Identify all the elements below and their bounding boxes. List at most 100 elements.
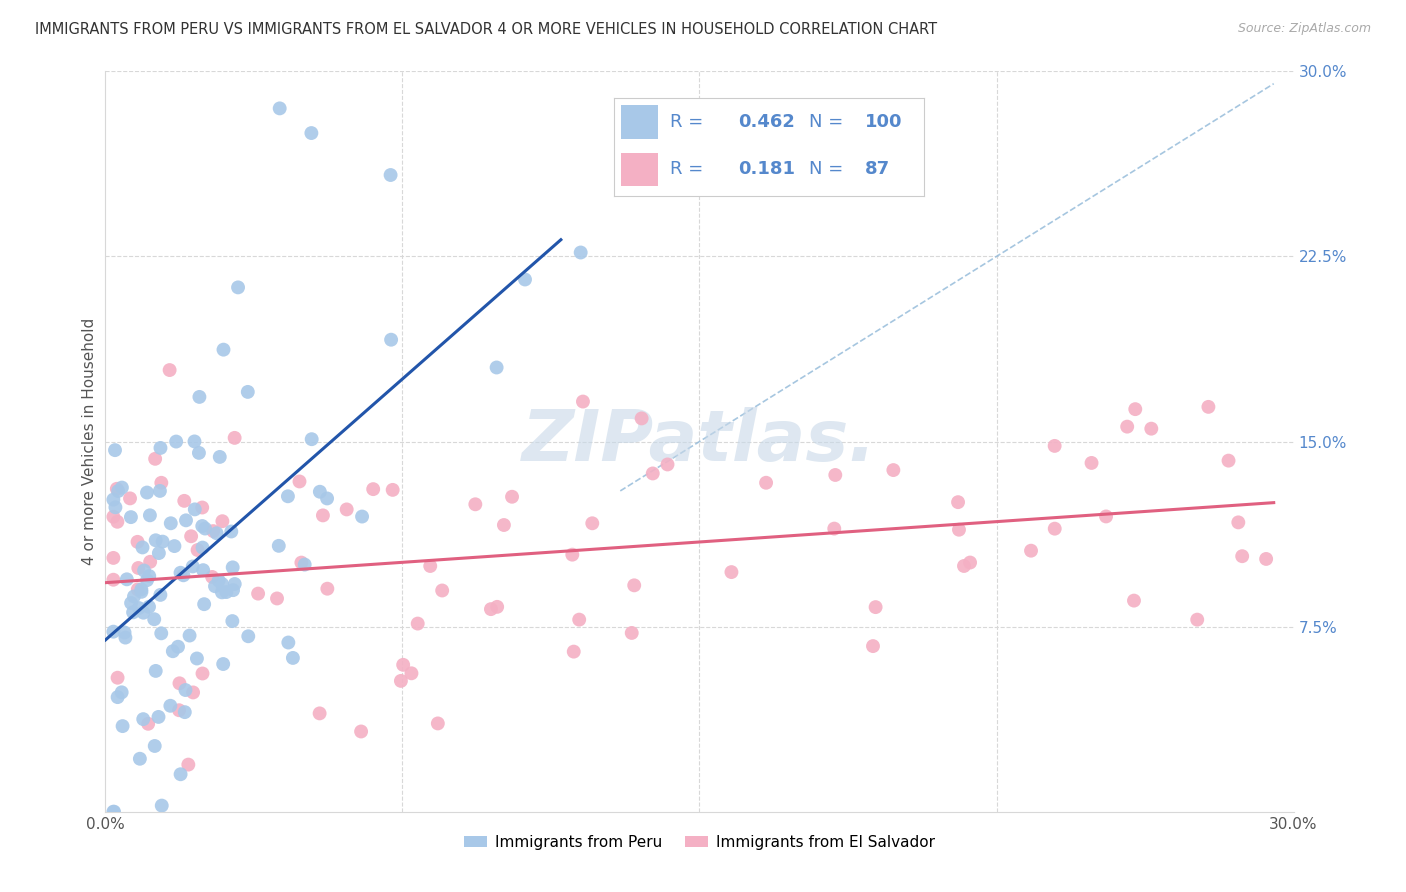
Point: [267, 539, 290, 553]
Legend: Immigrants from Peru, Immigrants from El Salvador: Immigrants from Peru, Immigrants from El…: [458, 829, 941, 856]
Point: [103, 573, 125, 587]
Point: [188, 390, 211, 404]
Point: [222, 583, 245, 598]
Text: 87: 87: [865, 161, 890, 178]
Point: [823, 522, 845, 536]
Point: [882, 463, 904, 477]
Point: [136, 485, 159, 500]
Point: [205, 526, 228, 541]
Point: [114, 631, 136, 645]
Point: [111, 719, 134, 733]
Y-axis label: 4 or more Vehicles in Household: 4 or more Vehicles in Household: [82, 318, 97, 566]
Point: [1080, 456, 1102, 470]
Point: [103, 805, 125, 819]
Point: [179, 628, 201, 642]
Point: [392, 657, 415, 672]
Point: [173, 493, 195, 508]
Point: [561, 548, 583, 562]
Point: [299, 126, 322, 140]
Point: [1218, 453, 1240, 467]
Text: 100: 100: [865, 113, 903, 131]
Point: [389, 673, 412, 688]
Point: [464, 497, 486, 511]
Point: [308, 484, 330, 499]
Point: [191, 541, 214, 555]
Point: [159, 516, 181, 531]
Point: [148, 546, 170, 560]
Point: [236, 384, 259, 399]
Point: [159, 698, 181, 713]
Point: [215, 585, 238, 599]
Point: [1197, 400, 1219, 414]
Point: [316, 582, 339, 596]
Point: [1187, 613, 1209, 627]
Point: [1116, 419, 1139, 434]
Point: [212, 657, 235, 671]
Point: [149, 588, 172, 602]
Point: [479, 602, 502, 616]
Point: [1230, 549, 1253, 564]
Point: [201, 570, 224, 584]
Point: [103, 805, 125, 819]
Point: [128, 601, 150, 615]
Point: [430, 583, 453, 598]
Text: R =: R =: [671, 113, 703, 131]
Point: [191, 563, 214, 577]
Point: [115, 572, 138, 586]
Point: [187, 446, 209, 460]
Point: [221, 524, 243, 539]
Text: N =: N =: [810, 113, 844, 131]
Point: [191, 519, 214, 533]
Point: [1256, 552, 1278, 566]
Point: [122, 590, 145, 604]
Point: [105, 515, 128, 529]
Point: [946, 495, 969, 509]
Point: [501, 490, 523, 504]
Point: [143, 451, 166, 466]
Point: [149, 483, 172, 498]
Point: [145, 533, 167, 548]
Point: [114, 625, 136, 640]
Point: [194, 522, 217, 536]
Point: [568, 613, 591, 627]
Point: [127, 561, 149, 575]
Point: [187, 543, 209, 558]
Point: [1019, 543, 1042, 558]
Point: [180, 529, 202, 543]
Point: [247, 586, 270, 600]
Point: [167, 640, 190, 654]
Point: [953, 559, 976, 574]
Point: [152, 534, 174, 549]
Point: [380, 333, 402, 347]
Point: [131, 582, 153, 597]
Text: R =: R =: [671, 161, 703, 178]
Point: [224, 431, 246, 445]
Point: [111, 481, 134, 495]
Point: [288, 475, 311, 489]
Point: [139, 555, 162, 569]
Point: [183, 434, 205, 449]
Text: Source: ZipAtlas.com: Source: ZipAtlas.com: [1237, 22, 1371, 36]
Point: [294, 558, 316, 572]
Point: [204, 579, 226, 593]
Point: [104, 500, 127, 515]
Point: [226, 280, 249, 294]
Point: [1123, 402, 1146, 417]
Point: [149, 441, 172, 455]
Point: [111, 685, 134, 699]
Bar: [620, 105, 658, 139]
Point: [1095, 509, 1118, 524]
Point: [138, 569, 160, 583]
Point: [186, 651, 208, 665]
Point: [150, 798, 173, 813]
Point: [623, 578, 645, 592]
Point: [143, 739, 166, 753]
Point: [150, 475, 173, 490]
Point: [148, 710, 170, 724]
Point: [486, 599, 509, 614]
Point: [127, 534, 149, 549]
Point: [1140, 422, 1163, 436]
Text: IMMIGRANTS FROM PERU VS IMMIGRANTS FROM EL SALVADOR 4 OR MORE VEHICLES IN HOUSEH: IMMIGRANTS FROM PERU VS IMMIGRANTS FROM …: [35, 22, 938, 37]
Point: [581, 516, 603, 531]
Point: [657, 458, 679, 472]
